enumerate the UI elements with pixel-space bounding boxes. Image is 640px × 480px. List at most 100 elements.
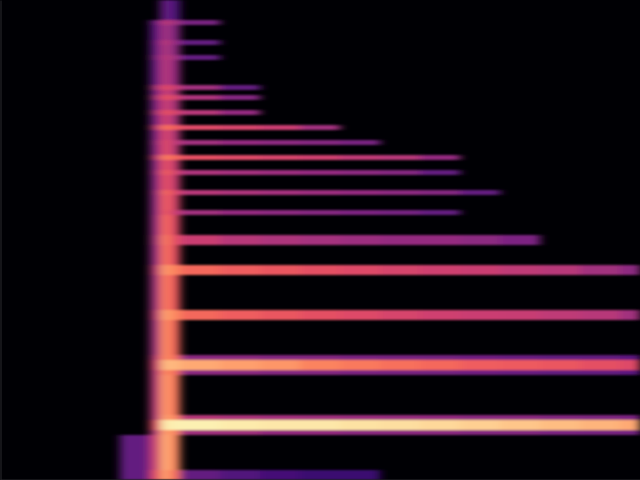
cell	[220, 155, 260, 160]
cell	[160, 155, 170, 160]
cell	[340, 190, 380, 195]
cell	[260, 310, 300, 320]
cell	[160, 195, 170, 210]
cell	[180, 95, 220, 100]
cell	[150, 360, 160, 370]
cell	[170, 95, 180, 100]
cell	[160, 100, 170, 110]
cell	[170, 100, 180, 110]
cell	[220, 360, 260, 370]
cell	[340, 265, 380, 275]
cell	[170, 310, 180, 320]
cell	[420, 210, 460, 215]
cell	[300, 430, 340, 435]
cell	[380, 360, 420, 370]
cell	[500, 360, 540, 370]
cell	[260, 235, 300, 245]
cell	[170, 0, 180, 20]
cell	[180, 170, 220, 175]
cell	[150, 170, 160, 175]
cell	[580, 420, 620, 430]
cell	[160, 25, 170, 40]
cell	[340, 235, 380, 245]
cell	[420, 155, 460, 160]
cell	[150, 435, 160, 470]
cell	[300, 170, 340, 175]
cell	[170, 210, 180, 215]
cell	[340, 355, 380, 360]
cell	[170, 375, 180, 415]
cell	[180, 20, 220, 25]
y-axis-line	[1, 1, 2, 480]
cell	[460, 235, 500, 245]
cell	[180, 40, 220, 45]
cell	[460, 420, 500, 430]
cell	[160, 95, 170, 100]
cell	[260, 470, 300, 480]
cell	[170, 155, 180, 160]
cell	[170, 190, 180, 195]
cell	[260, 355, 300, 360]
cell	[460, 310, 500, 320]
cell	[160, 115, 170, 125]
cell	[540, 310, 580, 320]
cell	[150, 310, 160, 320]
cell	[150, 55, 160, 60]
cell	[180, 235, 220, 245]
cell	[170, 435, 180, 470]
cell	[170, 140, 180, 145]
cell	[170, 275, 180, 310]
cell	[220, 310, 260, 320]
cell	[460, 265, 500, 275]
cell	[170, 430, 180, 435]
cell	[150, 40, 160, 45]
cell	[160, 130, 170, 140]
cell	[150, 45, 160, 55]
cell	[260, 415, 300, 420]
cell	[460, 415, 500, 420]
cell	[220, 235, 260, 245]
cell	[340, 155, 380, 160]
cell	[170, 170, 180, 175]
cell	[220, 85, 260, 90]
cell	[170, 130, 180, 140]
cell	[220, 210, 260, 215]
cell	[170, 415, 180, 420]
cell	[420, 310, 460, 320]
cell	[500, 420, 540, 430]
cell	[170, 60, 180, 85]
cell	[160, 275, 170, 310]
cell	[160, 470, 170, 480]
cell	[380, 430, 420, 435]
cell	[170, 195, 180, 210]
cell	[260, 430, 300, 435]
cell	[300, 470, 340, 480]
cell	[620, 430, 640, 435]
cell	[160, 235, 170, 245]
cell	[160, 170, 170, 175]
cell	[160, 415, 170, 420]
cell	[180, 155, 220, 160]
cell	[220, 140, 260, 145]
cell	[420, 430, 460, 435]
cell	[220, 170, 260, 175]
cell	[160, 265, 170, 275]
cell	[420, 415, 460, 420]
cell	[180, 85, 220, 90]
cell	[150, 420, 160, 430]
cell	[180, 370, 220, 375]
cell	[380, 210, 420, 215]
cell	[160, 355, 170, 360]
cell	[180, 360, 220, 370]
cell	[340, 140, 380, 145]
cell	[300, 140, 340, 145]
cell	[620, 420, 640, 430]
cell	[260, 210, 300, 215]
cell	[160, 0, 170, 20]
cell	[380, 170, 420, 175]
cell	[170, 145, 180, 155]
cell	[150, 130, 160, 140]
cell	[340, 310, 380, 320]
cell	[260, 140, 300, 145]
cell	[220, 415, 260, 420]
